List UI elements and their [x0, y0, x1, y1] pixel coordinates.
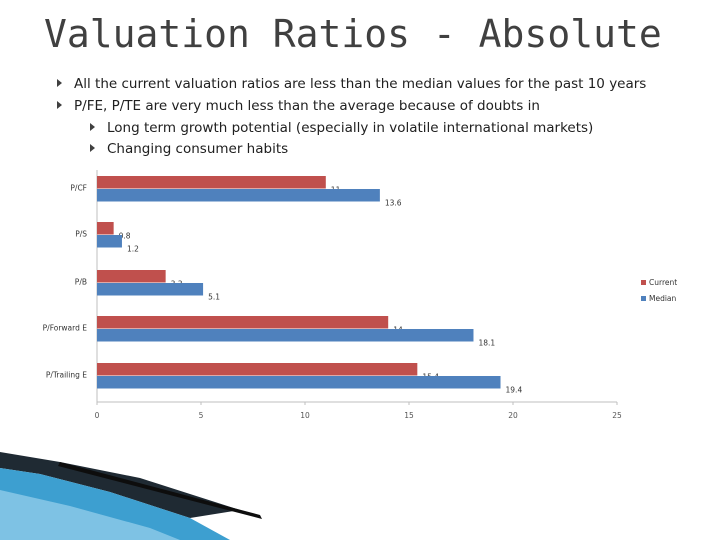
- bullet-arrow-icon: [57, 101, 62, 109]
- x-tick-label: 5: [199, 411, 204, 420]
- data-label: 0.8: [119, 232, 131, 241]
- sub-bullet-item: Long term growth potential (especially i…: [90, 120, 593, 136]
- data-label: 1.2: [127, 245, 139, 254]
- bullet-text: P/FE, P/TE are very much less than the a…: [74, 98, 540, 114]
- bullet-arrow-icon: [90, 144, 95, 152]
- sub-bullet-item: Changing consumer habits: [90, 141, 288, 157]
- decor-swoosh-light: [0, 490, 180, 540]
- category-label: P/B: [75, 278, 87, 287]
- bullet-item: P/FE, P/TE are very much less than the a…: [57, 98, 540, 114]
- x-tick-label: 15: [404, 411, 414, 420]
- bar-current: [97, 222, 114, 235]
- bar-median: [97, 329, 474, 342]
- bar-current: [97, 316, 389, 329]
- category-label: P/S: [75, 230, 87, 239]
- bullet-item: All the current valuation ratios are les…: [57, 76, 646, 92]
- data-label: 13.6: [385, 199, 402, 208]
- bar-median: [97, 283, 204, 296]
- slide-title: Valuation Ratios - Absolute: [44, 12, 662, 56]
- legend-label: Current: [649, 278, 677, 287]
- x-tick-label: 20: [508, 411, 518, 420]
- category-label: P/Trailing E: [46, 371, 87, 380]
- bar-current: [97, 270, 166, 283]
- category-label: P/CF: [70, 184, 87, 193]
- x-tick-label: 0: [95, 411, 100, 420]
- bullet-text: All the current valuation ratios are les…: [74, 76, 647, 92]
- x-tick-label: 25: [612, 411, 622, 420]
- bullet-arrow-icon: [90, 123, 95, 131]
- x-tick-label: 10: [300, 411, 310, 420]
- bar-median: [97, 376, 501, 389]
- data-label: 18.1: [478, 339, 495, 348]
- legend-swatch: [641, 280, 646, 285]
- bullet-text: Long term growth potential (especially i…: [107, 120, 594, 136]
- legend-label: Median: [649, 294, 677, 303]
- bar-current: [97, 176, 326, 189]
- bar-median: [97, 189, 380, 202]
- bar-current: [97, 363, 418, 376]
- data-label: 19.4: [506, 386, 523, 395]
- chart-marks: 0 5 10 15 20 25 P/CF P/S P/B P/Forward E P/Trailin…: [43, 170, 677, 420]
- decor-swoosh-line: [58, 462, 262, 519]
- legend-swatch: [641, 296, 646, 301]
- bullet-arrow-icon: [57, 79, 62, 87]
- bullet-text: Changing consumer habits: [107, 141, 289, 157]
- bar-median: [97, 235, 122, 248]
- category-label: P/Forward E: [43, 324, 88, 333]
- data-label: 5.1: [208, 293, 220, 302]
- decor-swoosh-dark: [0, 452, 240, 518]
- slide-decoration: [0, 452, 262, 540]
